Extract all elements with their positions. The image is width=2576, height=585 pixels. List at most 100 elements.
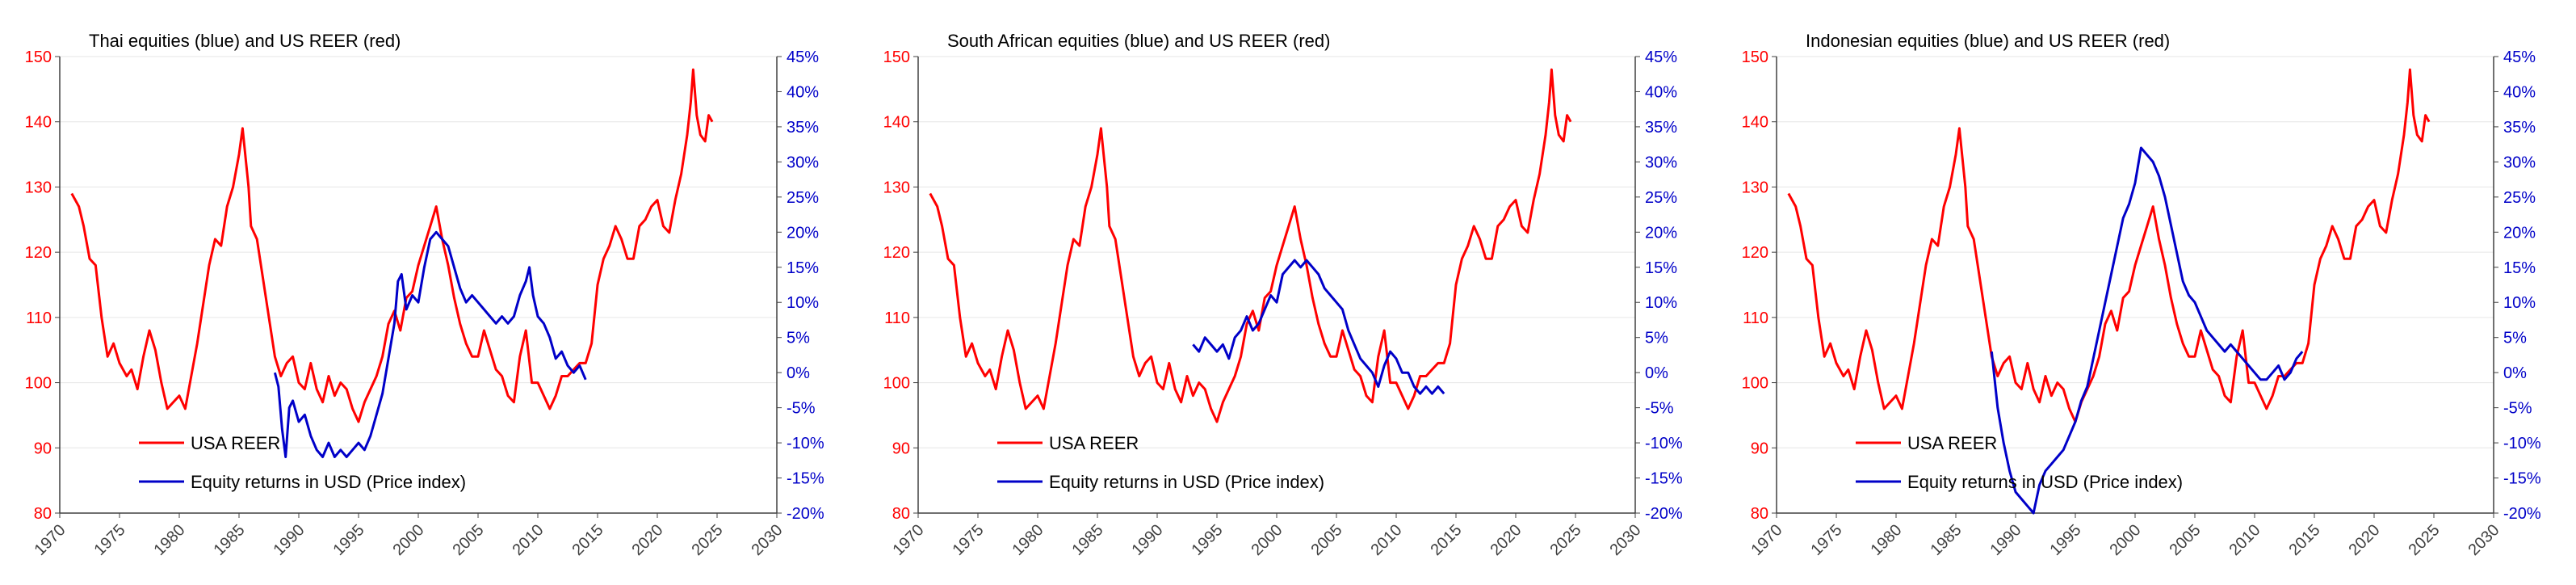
right-axis-tick-label: 5% [787, 330, 810, 347]
x-axis-tick-label: 1970 [890, 521, 928, 559]
x-axis-tick-label: 2020 [1487, 521, 1525, 559]
chart-title: Indonesian equities (blue) and US REER (… [1806, 31, 2170, 51]
x-axis-tick-label: 1990 [1129, 521, 1167, 559]
right-axis-tick-label: 20% [1645, 224, 1677, 242]
chart-legend: USA REER Equity returns in USD (Price ind… [1856, 433, 2183, 492]
x-axis-tick-label: 2000 [390, 521, 428, 559]
chart-title: Thai equities (blue) and US REER (red) [89, 31, 401, 51]
right-axis-tick-label: 45% [787, 48, 819, 66]
x-axis-tick-label: 1975 [1808, 521, 1846, 559]
right-axis-tick-label: 25% [787, 189, 819, 207]
x-axis-tick-label: 2015 [2286, 521, 2324, 559]
chart-title: South African equities (blue) and US REE… [947, 31, 1330, 51]
right-axis-tick-label: -10% [2503, 435, 2541, 452]
right-axis-tick-label: 35% [1645, 119, 1677, 137]
x-axis-tick-label: 2015 [569, 521, 607, 559]
left-axis-tick-label: 120 [25, 244, 52, 262]
legend-label-reer: USA REER [1907, 433, 1997, 453]
right-axis-tick-label: 0% [2503, 364, 2527, 382]
right-axis-tick-label: 10% [1645, 294, 1677, 312]
x-axis-tick-label: 2020 [2346, 521, 2384, 559]
right-axis-tick-label: 35% [787, 119, 819, 137]
right-axis-tick-label: -5% [2503, 400, 2532, 418]
equity-series-line [1990, 146, 2304, 515]
right-axis-tick-label: -20% [2503, 505, 2541, 523]
legend-label-equity: Equity returns in USD (Price index) [1049, 472, 1324, 492]
x-axis-tick-label: 2010 [2226, 521, 2264, 559]
right-axis-tick-label: 45% [1645, 48, 1677, 66]
chart-legend: USA REER Equity returns in USD (Price ind… [997, 433, 1324, 492]
right-axis-tick-label: 45% [2503, 48, 2536, 66]
x-axis-tick-label: 2000 [1248, 521, 1286, 559]
chart-panel-2: South African equities (blue) and US REE… [883, 31, 1683, 559]
left-axis-tick-label: 90 [1751, 440, 1768, 457]
right-axis-tick-label: -10% [1645, 435, 1683, 452]
right-axis-tick-label: 40% [2503, 83, 2536, 101]
legend-label-equity: Equity returns in USD (Price index) [1907, 472, 2183, 492]
reer-series-line [1787, 68, 2431, 423]
left-axis-tick-label: 150 [1742, 48, 1768, 66]
x-axis-tick-label: 2005 [2167, 521, 2205, 559]
x-axis-tick-label: 1970 [31, 521, 69, 559]
right-axis-tick-label: 15% [1645, 259, 1677, 277]
x-axis-tick-label: 2000 [2107, 521, 2145, 559]
left-axis-tick-label: 150 [883, 48, 910, 66]
right-axis-tick-label: 0% [1645, 364, 1668, 382]
right-axis-tick-label: 5% [2503, 330, 2527, 347]
x-axis-tick-label: 1970 [1748, 521, 1786, 559]
right-axis-tick-label: -15% [2503, 470, 2541, 488]
x-axis-tick-label: 2030 [749, 521, 787, 559]
legend-label-equity: Equity returns in USD (Price index) [191, 472, 466, 492]
left-axis-tick-label: 80 [34, 505, 52, 523]
x-axis-tick-label: 2025 [2406, 521, 2444, 559]
left-axis-tick-label: 110 [1743, 309, 1768, 327]
right-axis-tick-label: 35% [2503, 119, 2536, 137]
x-axis-tick-label: 2025 [689, 521, 727, 559]
right-axis-tick-label: 20% [2503, 224, 2536, 242]
left-axis-tick-label: 140 [1742, 114, 1768, 132]
legend-label-reer: USA REER [191, 433, 280, 453]
left-axis-tick-label: 120 [1742, 244, 1768, 262]
right-axis-tick-label: 15% [2503, 259, 2536, 277]
x-axis-tick-label: 2005 [1308, 521, 1346, 559]
right-axis-tick-label: 20% [787, 224, 819, 242]
left-axis-tick-label: 120 [883, 244, 910, 262]
left-axis-tick-label: 80 [892, 505, 910, 523]
x-axis-tick-label: 1975 [91, 521, 129, 559]
right-axis-tick-label: 25% [2503, 189, 2536, 207]
x-axis-tick-label: 1985 [211, 521, 249, 559]
x-axis-tick-label: 2030 [1607, 521, 1645, 559]
left-axis-tick-label: 100 [1742, 375, 1768, 393]
left-axis-tick-label: 100 [25, 375, 52, 393]
x-axis-tick-label: 1995 [330, 521, 368, 559]
x-axis-tick-label: 2015 [1428, 521, 1466, 559]
right-axis-tick-label: -15% [787, 470, 824, 488]
right-axis-tick-label: -5% [1645, 400, 1674, 418]
left-axis-tick-label: 130 [883, 179, 910, 196]
right-axis-tick-label: 0% [787, 364, 810, 382]
left-axis-tick-label: 100 [883, 375, 910, 393]
left-axis-tick-label: 150 [25, 48, 52, 66]
right-axis-tick-label: 15% [787, 259, 819, 277]
x-axis-tick-label: 1975 [950, 521, 988, 559]
x-axis-tick-label: 2030 [2465, 521, 2503, 559]
x-axis-tick-label: 2010 [510, 521, 548, 559]
left-axis-tick-label: 110 [26, 309, 52, 327]
x-axis-tick-label: 1985 [1928, 521, 1966, 559]
left-axis-tick-label: 130 [1742, 179, 1768, 196]
x-axis-tick-label: 1995 [2047, 521, 2085, 559]
right-axis-tick-label: 25% [1645, 189, 1677, 207]
x-axis-tick-label: 2010 [1368, 521, 1406, 559]
right-axis-tick-label: -15% [1645, 470, 1683, 488]
x-axis-tick-label: 2025 [1547, 521, 1585, 559]
equity-series-line [273, 230, 587, 458]
right-axis-tick-label: 30% [787, 154, 819, 171]
x-axis-tick-label: 1980 [1009, 521, 1047, 559]
right-axis-tick-label: 40% [1645, 83, 1677, 101]
left-axis-tick-label: 140 [25, 114, 52, 132]
right-axis-tick-label: -10% [787, 435, 824, 452]
left-axis-tick-label: 80 [1751, 505, 1768, 523]
right-axis-tick-label: 5% [1645, 330, 1668, 347]
right-axis-tick-label: 30% [2503, 154, 2536, 171]
